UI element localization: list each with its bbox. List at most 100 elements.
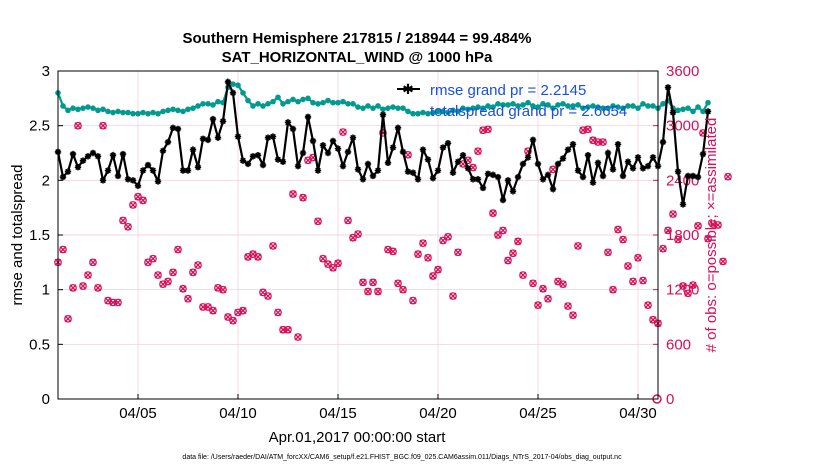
spread-point	[100, 106, 106, 113]
obs-assimilated-point	[404, 151, 412, 159]
obs-possible-point	[684, 289, 692, 298]
spread-point	[245, 97, 251, 104]
spread-point	[475, 104, 481, 110]
spread-point	[690, 108, 696, 115]
rmse-point	[524, 154, 532, 161]
obs-possible-point	[349, 233, 357, 242]
spread-point	[565, 103, 571, 109]
spread-point	[470, 105, 476, 111]
rmse-point	[534, 160, 542, 168]
x-tick-label: 04/25	[519, 405, 557, 422]
rmse-point	[319, 142, 327, 149]
rmse-point	[159, 147, 167, 155]
obs-possible-point	[199, 303, 207, 311]
rmse-point	[689, 172, 697, 180]
obs-possible-point	[519, 271, 527, 279]
obs-assimilated-point	[289, 190, 297, 198]
y-tick-label: 2	[42, 172, 50, 189]
obs-possible-point	[544, 294, 552, 303]
spread-point	[120, 109, 126, 116]
obs-possible-point	[599, 138, 607, 146]
obs-possible-point	[254, 253, 262, 261]
spread-point	[635, 105, 641, 111]
obs-possible-point	[484, 125, 492, 134]
spread-point	[460, 105, 466, 111]
spread-point	[365, 103, 371, 109]
rmse-point	[314, 167, 322, 174]
obs-possible-point	[604, 248, 612, 257]
rmse-point	[364, 160, 372, 168]
rmse-point	[274, 156, 282, 163]
spread-point	[570, 103, 576, 109]
obs-assimilated-point	[394, 279, 402, 287]
rmse-point	[64, 168, 72, 175]
legend-rmse-label: rmse grand pr = 2.2145	[430, 82, 586, 99]
rmse-point	[199, 135, 207, 142]
obs-possible-point	[529, 279, 537, 288]
rmse-point	[139, 167, 147, 174]
rmse-point	[624, 158, 632, 165]
spread-point	[255, 101, 261, 107]
rmse-point	[124, 176, 132, 183]
rmse-point	[104, 167, 112, 174]
spread-point	[170, 106, 176, 113]
obs-assimilated-point	[294, 333, 302, 341]
spread-point	[510, 101, 516, 107]
rmse-point	[554, 160, 562, 168]
rmse-point	[609, 166, 617, 173]
spread-point	[190, 105, 196, 111]
obs-possible-point	[139, 196, 147, 205]
obs-possible-point	[294, 333, 302, 341]
obs-assimilated-point	[414, 250, 422, 258]
obs-possible-point	[239, 306, 247, 315]
obs-assimilated-point	[334, 259, 342, 267]
obs-possible-point	[644, 301, 652, 310]
obs-possible-point	[109, 298, 117, 307]
obs-assimilated-point	[389, 247, 397, 255]
rmse-point	[644, 162, 652, 170]
obs-possible-point	[319, 254, 327, 263]
chart-title: Southern Hemisphere 217815 / 218944 = 99…	[183, 30, 532, 47]
spread-point	[645, 103, 651, 109]
spread-point	[280, 101, 286, 107]
obs-assimilated-point	[584, 125, 592, 133]
obs-possible-point	[184, 294, 192, 303]
rmse-point	[539, 176, 547, 183]
rmse-point	[424, 156, 432, 163]
rmse-point	[389, 144, 397, 151]
obs-possible-point	[724, 172, 732, 181]
y-tick-label: 0.5	[29, 336, 50, 353]
spread-point	[390, 104, 396, 110]
rmse-point	[109, 151, 117, 159]
rmse-point	[604, 149, 612, 157]
obs-assimilated-point	[79, 282, 87, 290]
obs-assimilated-point	[504, 257, 512, 264]
rmse-point	[329, 137, 337, 145]
rmse-point	[79, 157, 87, 164]
obs-assimilated-point	[514, 237, 522, 245]
rmse-point	[444, 139, 452, 147]
obs-assimilated-point	[69, 284, 77, 292]
y-tick-label: 1.5	[29, 227, 50, 244]
rmse-point	[649, 154, 657, 161]
obs-assimilated-point	[679, 282, 687, 290]
spread-point	[345, 101, 351, 107]
obs-possible-point	[264, 292, 272, 300]
rmse-point	[564, 146, 572, 153]
obs-possible-point	[324, 260, 332, 269]
obs-assimilated-point	[174, 246, 182, 254]
rmse-point	[149, 167, 157, 174]
spread-point	[180, 108, 186, 115]
obs-assimilated-point	[264, 292, 272, 300]
obs-possible-point	[289, 190, 297, 198]
obs-possible-point	[209, 306, 217, 315]
rmse-point	[694, 173, 702, 181]
rmse-point	[349, 134, 357, 141]
obs-assimilated-point	[354, 230, 362, 238]
spread-point	[605, 105, 611, 111]
obs-assimilated-point	[94, 284, 102, 292]
obs-assimilated-point	[559, 280, 567, 288]
rmse-point	[379, 111, 387, 118]
rmse-point	[154, 178, 162, 185]
spread-point	[320, 99, 326, 106]
